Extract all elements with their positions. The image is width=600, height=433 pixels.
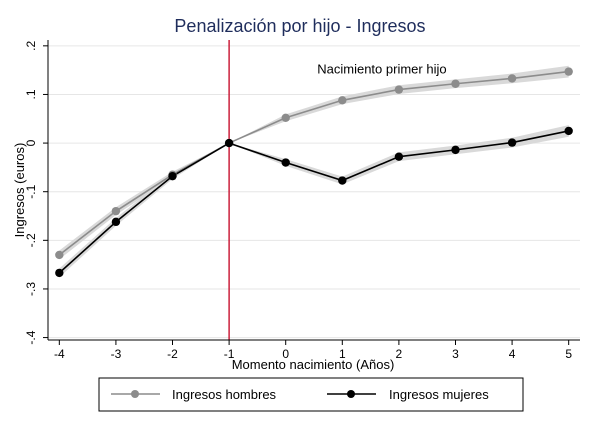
data-point-0-9 — [564, 67, 573, 76]
legend-box — [98, 377, 524, 412]
legend-mujeres-marker — [347, 390, 355, 398]
data-point-0-7 — [451, 79, 460, 88]
data-point-1-0 — [55, 268, 64, 278]
series-points — [55, 67, 573, 278]
y-tick-label: .1 — [24, 89, 38, 99]
confidence-bands — [59, 65, 569, 278]
x-tick-label: 3 — [452, 347, 459, 361]
data-point-0-1 — [111, 206, 121, 216]
data-point-1-9 — [564, 126, 573, 136]
series-lines — [58, 70, 569, 274]
annotation-label: Nacimiento primer hijo — [317, 62, 446, 77]
data-point-0-5 — [338, 96, 347, 105]
x-tick-label: 0 — [282, 347, 289, 361]
y-axis-ticks: .2 .1 0 -.1 -.2 -.3 -.4 — [24, 41, 48, 345]
y-tick-label: .2 — [24, 41, 38, 51]
data-point-1-7 — [451, 145, 460, 155]
x-tick-label: -3 — [111, 347, 122, 361]
legend-mujeres-label: Ingresos mujeres — [389, 387, 489, 402]
legend-hombres-label: Ingresos hombres — [172, 387, 277, 402]
x-tick-label: 4 — [509, 347, 516, 361]
data-point-1-1 — [111, 217, 121, 227]
y-tick-label: -.4 — [24, 330, 38, 344]
x-tick-label: -1 — [224, 347, 235, 361]
y-tick-label: 0 — [24, 139, 38, 146]
series-line-0 — [58, 70, 569, 256]
data-point-1-5 — [338, 176, 347, 185]
y-axis-label: Ingresos (euros) — [12, 143, 27, 238]
y-tick-label: -.3 — [24, 282, 38, 296]
chart-title: Penalización por hijo - Ingresos — [174, 16, 425, 36]
x-tick-label: -4 — [54, 347, 65, 361]
x-tick-label: 1 — [339, 347, 346, 361]
x-axis-label: Momento nacimiento (Años) — [232, 357, 395, 372]
data-point-1-6 — [394, 152, 404, 161]
y-tick-label: -.1 — [24, 184, 38, 198]
data-point-1-2 — [168, 171, 177, 181]
series-line-1 — [58, 130, 569, 274]
grid-lines — [48, 45, 580, 339]
plot-area — [48, 40, 580, 340]
y-tick-label: -.2 — [24, 233, 38, 247]
data-point-1-8 — [507, 138, 517, 147]
legend: Ingresos hombres Ingresos mujeres — [98, 377, 524, 412]
data-point-0-8 — [507, 74, 517, 83]
x-tick-label: 5 — [565, 347, 572, 361]
data-point-0-6 — [394, 85, 404, 94]
data-point-0-4 — [281, 113, 290, 122]
data-point-1-3 — [224, 138, 234, 148]
x-tick-label: 2 — [396, 347, 403, 361]
confidence-band-1 — [59, 125, 569, 278]
x-tick-label: -2 — [167, 347, 178, 361]
x-axis-ticks: -4 -3 -2 -1 0 1 2 3 4 5 — [54, 340, 572, 361]
data-point-1-4 — [281, 158, 290, 167]
data-point-0-0 — [55, 250, 64, 260]
legend-hombres-marker — [131, 390, 139, 398]
